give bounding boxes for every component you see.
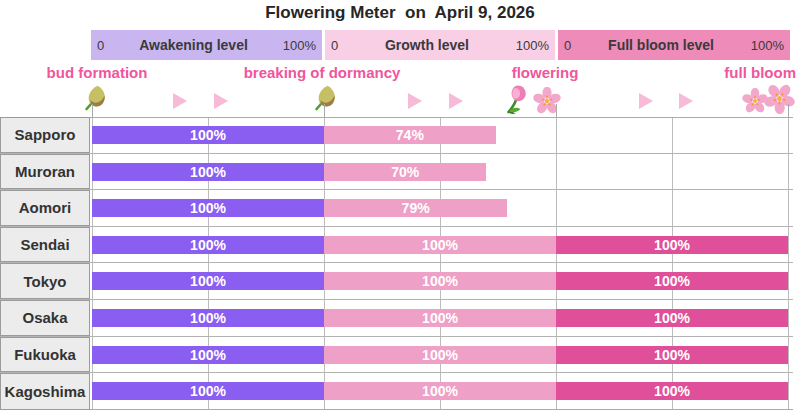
stage-label-full-bloom: full bloom (696, 64, 796, 81)
growth-scale-header: 0 Growth level 100% (325, 30, 555, 60)
scale-max-label: 100% (751, 38, 784, 53)
scale-min-label: 0 (331, 38, 338, 53)
bar-value-label: 100% (422, 236, 458, 254)
city-label: Tokyo (0, 263, 90, 299)
bar-value-label: 100% (190, 199, 226, 217)
city-label: Osaka (0, 300, 90, 336)
growth-bar: 79% (324, 199, 507, 217)
stage-label-bud-formation: bud formation (20, 64, 174, 81)
flowering-meter-chart: Flowering Meter on April 9, 2026 0 Awake… (0, 0, 800, 416)
arrow-icon (173, 93, 187, 109)
bar-value-label: 100% (190, 382, 226, 400)
city-label: Muroran (0, 154, 90, 190)
table-row: Sapporo 100% 74% (0, 117, 793, 154)
awakening-bar: 100% (92, 346, 324, 364)
scale-min-label: 0 (564, 38, 571, 53)
bar-value-label: 100% (190, 163, 226, 181)
city-label: Sapporo (0, 117, 90, 153)
tulip-icon (503, 84, 532, 115)
arrow-icon (449, 93, 463, 109)
bar-value-label: 100% (422, 309, 458, 327)
table-row: Muroran 100% 70% (0, 154, 793, 191)
table-row: Osaka 100% 100% 100% (0, 300, 793, 337)
growth-bar: 74% (324, 126, 496, 144)
table-row: Aomori 100% 79% (0, 190, 793, 227)
awakening-bar: 100% (92, 199, 324, 217)
milestone-tick (324, 104, 325, 118)
bar-value-label: 100% (654, 382, 690, 400)
bar-value-label: 100% (422, 272, 458, 290)
growth-bar: 70% (324, 163, 486, 181)
scale-name-label: Growth level (338, 37, 516, 53)
bar-value-label: 79% (402, 199, 430, 217)
table-row: Fukuoka 100% 100% 100% (0, 337, 793, 374)
bar-value-label: 100% (422, 382, 458, 400)
bar-track: 100% 70% (92, 163, 486, 181)
bar-value-label: 70% (391, 163, 419, 181)
bar-value-label: 100% (422, 346, 458, 364)
bar-track: 100% 74% (92, 126, 496, 144)
growth-bar: 100% (324, 272, 556, 290)
bar-track: 100% 100% 100% (92, 309, 788, 327)
full-bloom-bar: 100% (556, 236, 788, 254)
table-row: Tokyo 100% 100% 100% (0, 263, 793, 300)
growth-bar: 100% (324, 346, 556, 364)
bar-value-label: 100% (654, 346, 690, 364)
bar-value-label: 100% (654, 236, 690, 254)
table-row: Kagoshima 100% 100% 100% (0, 373, 793, 410)
milestone-tick (92, 104, 93, 118)
table-row: Sendai 100% 100% 100% (0, 227, 793, 264)
stage-label-flowering: flowering (495, 64, 595, 81)
bar-value-label: 100% (654, 272, 690, 290)
growth-bar: 100% (324, 309, 556, 327)
city-label: Kagoshima (0, 373, 90, 410)
bar-value-label: 100% (190, 272, 226, 290)
arrow-icon (214, 93, 228, 109)
bar-track: 100% 100% 100% (92, 236, 788, 254)
bar-value-label: 100% (190, 126, 226, 144)
bar-track: 100% 100% 100% (92, 382, 788, 400)
city-label: Aomori (0, 190, 90, 226)
scale-name-label: Full bloom level (571, 37, 751, 53)
arrow-icon (408, 93, 422, 109)
stage-label-breaking-of-dormancy: breaking of dormancy (222, 64, 422, 81)
full-bloom-bar: 100% (556, 382, 788, 400)
awakening-bar: 100% (92, 382, 324, 400)
bar-value-label: 100% (190, 236, 226, 254)
bar-track: 100% 100% 100% (92, 272, 788, 290)
milestone-tick (788, 104, 789, 118)
bar-value-label: 100% (654, 309, 690, 327)
city-label: Sendai (0, 227, 90, 263)
milestone-tick (556, 104, 557, 118)
bar-value-label: 74% (396, 126, 424, 144)
bar-value-label: 100% (190, 309, 226, 327)
awakening-bar: 100% (92, 236, 324, 254)
bar-track: 100% 79% (92, 199, 507, 217)
bar-value-label: 100% (190, 346, 226, 364)
awakening-bar: 100% (92, 309, 324, 327)
flower-bud-icon (79, 83, 107, 113)
awakening-bar: 100% (92, 163, 324, 181)
full-bloom-scale-header: 0 Full bloom level 100% (558, 30, 790, 60)
scale-max-label: 100% (283, 38, 316, 53)
scale-min-label: 0 (97, 38, 104, 53)
full-bloom-bar: 100% (556, 272, 788, 290)
awakening-bar: 100% (92, 126, 324, 144)
arrow-icon (639, 93, 653, 109)
scale-max-label: 100% (516, 38, 549, 53)
growth-bar: 100% (324, 236, 556, 254)
full-bloom-bar: 100% (556, 346, 788, 364)
arrow-icon (679, 93, 693, 109)
flower-bud-icon (309, 83, 337, 113)
awakening-scale-header: 0 Awakening level 100% (91, 30, 322, 60)
bar-track: 100% 100% 100% (92, 346, 788, 364)
cherry-blossom-icon (764, 83, 795, 114)
scale-name-label: Awakening level (104, 37, 283, 53)
full-bloom-bar: 100% (556, 309, 788, 327)
chart-title: Flowering Meter on April 9, 2026 (0, 3, 800, 23)
city-label: Fukuoka (0, 337, 90, 373)
city-rows-table: Sapporo 100% 74% Muroran 100% 70% Aomori 100% 79… (0, 117, 793, 410)
awakening-bar: 100% (92, 272, 324, 290)
growth-bar: 100% (324, 382, 556, 400)
